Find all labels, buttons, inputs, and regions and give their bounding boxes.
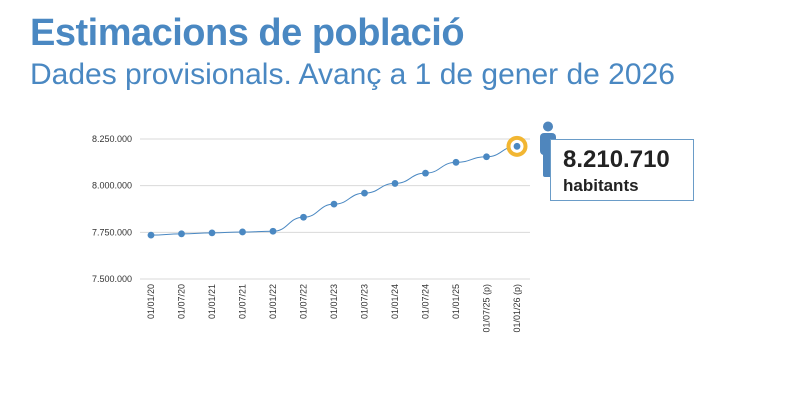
data-point xyxy=(208,229,216,237)
x-tick-label: 01/01/22 xyxy=(268,284,278,319)
data-point xyxy=(361,189,368,197)
data-point xyxy=(147,231,155,239)
population-unit: habitants xyxy=(563,176,639,195)
data-point xyxy=(239,228,246,236)
x-tick-label: 01/01/21 xyxy=(207,284,217,319)
x-tick-label: 01/01/20 xyxy=(146,284,156,319)
x-tick-label: 01/07/20 xyxy=(177,284,187,319)
series-line xyxy=(150,145,518,236)
page-title: Estimacions de població xyxy=(30,12,465,54)
data-point xyxy=(513,142,521,150)
data-point xyxy=(391,180,399,187)
population-value: 8.210.710 xyxy=(563,146,670,173)
data-point xyxy=(178,230,185,238)
x-tick-label: 01/07/21 xyxy=(238,284,248,319)
x-tick-label: 01/07/24 xyxy=(421,284,431,319)
data-point xyxy=(269,227,277,235)
data-point xyxy=(483,153,490,161)
x-tick-label: 01/01/26 (p) xyxy=(512,284,522,333)
population-callout: 8.210.710 habitants xyxy=(550,139,694,201)
page-subtitle: Dades provisionals. Avanç a 1 de gener d… xyxy=(30,58,675,91)
data-point xyxy=(452,158,460,166)
x-tick-label: 01/07/22 xyxy=(299,284,309,319)
x-tick-label: 01/01/24 xyxy=(390,284,400,319)
x-tick-label: 01/07/25 (p) xyxy=(482,284,492,333)
y-tick-label: 7.500.000 xyxy=(92,274,132,284)
data-point xyxy=(330,200,338,208)
y-tick-label: 8.000.000 xyxy=(92,181,132,191)
x-tick-label: 01/07/23 xyxy=(360,284,370,319)
data-point xyxy=(422,169,429,177)
y-tick-label: 7.750.000 xyxy=(92,227,132,237)
data-point xyxy=(300,213,307,221)
y-tick-label: 8.250.000 xyxy=(92,134,132,144)
x-tick-label: 01/01/23 xyxy=(329,284,339,319)
x-tick-label: 01/01/25 xyxy=(451,284,461,319)
